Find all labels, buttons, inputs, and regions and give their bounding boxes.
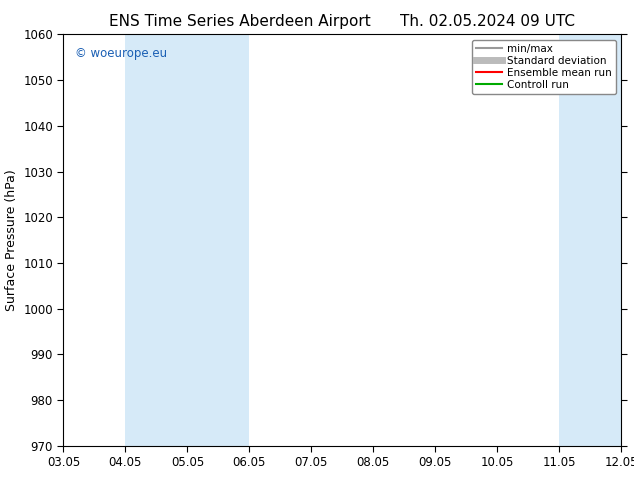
Y-axis label: Surface Pressure (hPa): Surface Pressure (hPa) bbox=[4, 169, 18, 311]
Bar bbox=[559, 34, 634, 446]
Legend: min/max, Standard deviation, Ensemble mean run, Controll run: min/max, Standard deviation, Ensemble me… bbox=[472, 40, 616, 94]
Bar bbox=[126, 34, 249, 446]
Text: © woeurope.eu: © woeurope.eu bbox=[75, 47, 167, 60]
Title: ENS Time Series Aberdeen Airport      Th. 02.05.2024 09 UTC: ENS Time Series Aberdeen Airport Th. 02.… bbox=[109, 14, 576, 29]
